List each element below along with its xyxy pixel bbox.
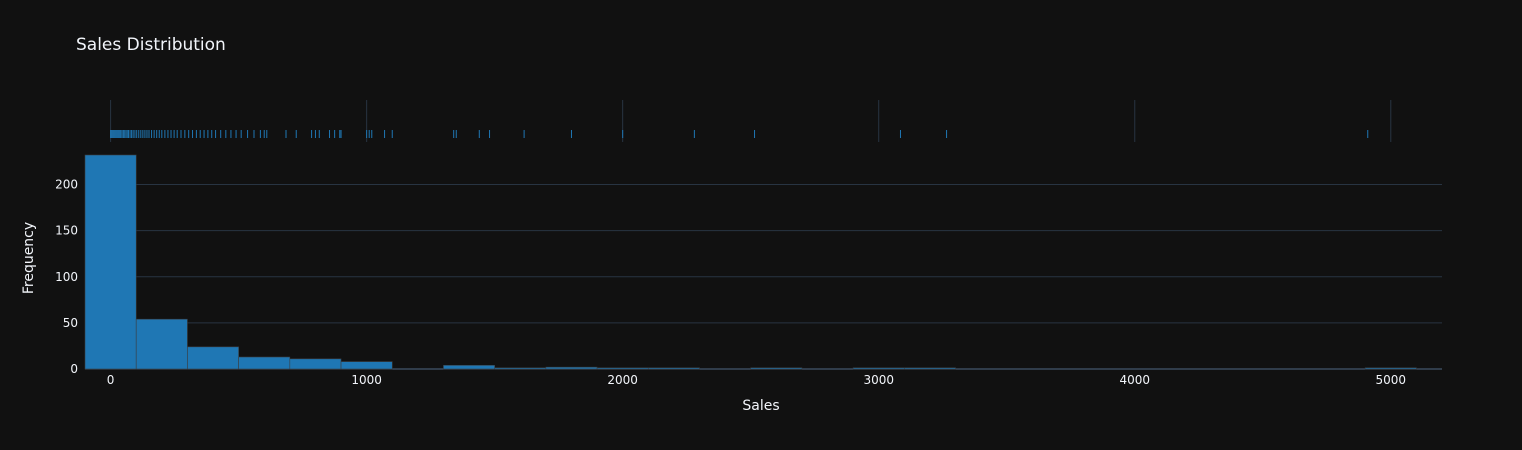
histogram-bar-10 (596, 367, 649, 370)
x-tick-label-4: 4000 (1119, 373, 1150, 387)
histogram-bar-15 (852, 367, 905, 370)
y-axis-title: Frequency (21, 222, 37, 294)
histogram-bar-0 (84, 154, 137, 370)
histogram-bar-7 (443, 365, 495, 370)
histogram-bar-13 (750, 367, 803, 370)
y-tick-label-2: 100 (55, 270, 78, 284)
histogram-bar-5 (340, 361, 393, 370)
histogram-bar-3 (238, 356, 291, 370)
x-tick-label-3: 3000 (863, 373, 894, 387)
y-tick-label-4: 200 (55, 178, 78, 192)
histogram-bar-25 (1364, 367, 1417, 370)
x-tick-label-5: 5000 (1376, 373, 1407, 387)
y-tick-label-3: 150 (55, 224, 78, 238)
marginal-rug-panel (110, 100, 1392, 142)
x-axis-title: Sales (742, 398, 779, 414)
x-tick-label-1: 1000 (351, 373, 382, 387)
y-grid (85, 184, 1442, 370)
y-tick-labels: 0 50 100 150 200 (55, 178, 78, 376)
x-tick-label-0: 0 (107, 373, 115, 387)
chart-title: Sales Distribution (76, 35, 226, 55)
x-tick-labels: 0 1000 2000 3000 4000 5000 (107, 373, 1406, 387)
histogram-bar-2 (187, 346, 239, 370)
histogram-bar-8 (494, 367, 547, 370)
x-tick-label-2: 2000 (607, 373, 638, 387)
histogram-bar-1 (135, 318, 188, 370)
histogram-bar-9 (545, 366, 598, 370)
histogram-bar-11 (647, 367, 700, 370)
histogram-bar-16 (904, 367, 956, 370)
y-tick-label-0: 0 (70, 362, 78, 376)
histogram-bar-4 (289, 358, 342, 370)
histogram-bars (84, 154, 1417, 370)
histogram-panel: 0 1000 2000 3000 4000 5000 0 50 100 150 200 (55, 154, 1442, 387)
y-tick-label-1: 50 (63, 316, 78, 330)
